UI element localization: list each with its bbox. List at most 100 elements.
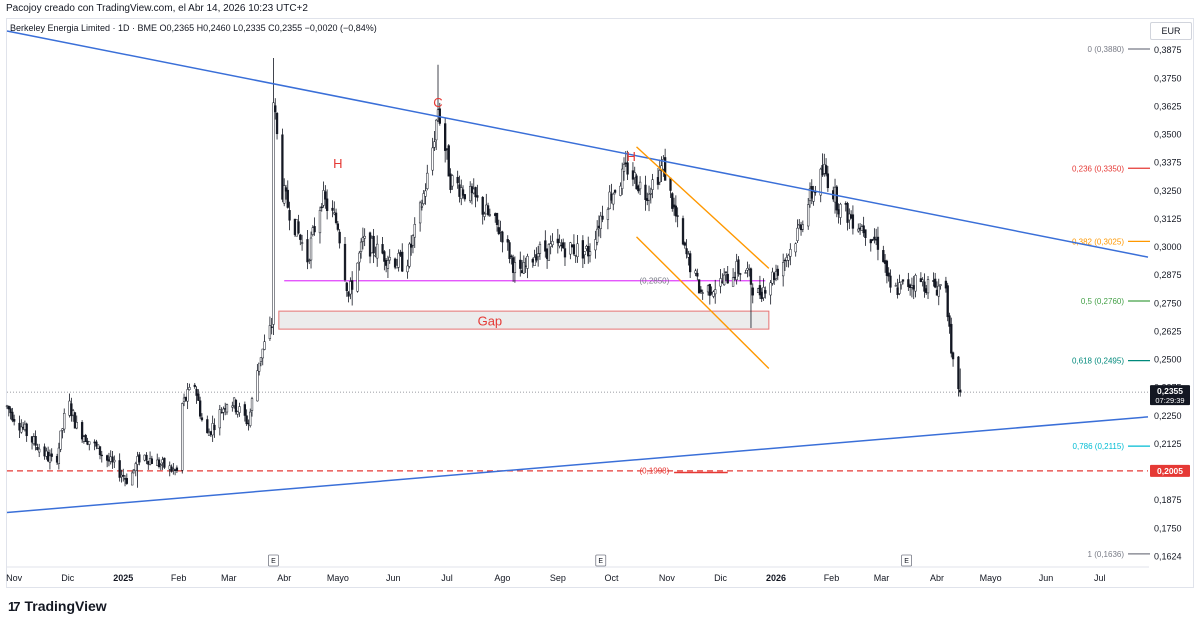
candle-body [13, 419, 16, 422]
candle-body [272, 102, 275, 325]
candle-body [749, 268, 753, 285]
candle-body [7, 405, 10, 410]
candle-body [297, 221, 300, 234]
candle-body [606, 209, 610, 220]
candle-body [436, 109, 440, 117]
candle-body [231, 405, 234, 408]
candle-body [234, 399, 238, 413]
candle-body [558, 242, 561, 247]
candle-body [161, 459, 164, 464]
tradingview-logo-mark: 17 [8, 599, 21, 614]
candle-body [599, 215, 602, 229]
candle-body [801, 224, 804, 230]
price-tick-label: 0,3750 [1154, 73, 1182, 83]
candle-body [912, 285, 915, 290]
candle-body [36, 447, 39, 450]
candle-body [574, 254, 577, 257]
chart-annotation: Gap [478, 313, 503, 328]
candle-body [910, 285, 914, 288]
candle-body [773, 272, 776, 281]
candle-body [75, 422, 78, 429]
candle-body [170, 466, 173, 472]
candle-body [311, 227, 314, 235]
candle-body [545, 248, 549, 259]
candle-body [384, 260, 388, 266]
candle-body [819, 168, 822, 196]
candle-body [111, 456, 114, 463]
candle-body [232, 397, 236, 406]
chart-annotation: H [333, 156, 342, 171]
candle-body [361, 237, 365, 242]
candle-body [433, 141, 436, 148]
candle-body [739, 273, 742, 275]
candle-body [68, 400, 71, 416]
candle-body [157, 459, 161, 467]
candle-body [737, 259, 740, 274]
candle-body [259, 357, 263, 362]
candle-body [585, 246, 588, 249]
candle-body [435, 119, 438, 141]
candle-body [706, 285, 710, 293]
candle-body [612, 193, 615, 205]
earnings-marker-label: E [598, 558, 603, 565]
time-tick-label: Dic [714, 573, 727, 583]
candle-body [34, 436, 37, 446]
candle-body [123, 478, 127, 480]
candle-body [270, 326, 273, 328]
candle-body [93, 441, 96, 444]
candle-body [683, 242, 686, 246]
candle-body [535, 254, 538, 261]
candle-body [388, 257, 391, 261]
candle-body [118, 460, 121, 478]
channel-upper-line [636, 146, 770, 269]
candle-body [456, 176, 459, 184]
candle-body [134, 463, 137, 472]
time-tick-label: Mar [874, 573, 890, 583]
candle-body [318, 210, 322, 234]
candle-body [499, 231, 502, 233]
candle-body [175, 467, 179, 471]
candle-body [511, 257, 515, 273]
candle-body [476, 195, 479, 198]
candle-body [751, 287, 754, 296]
candle-body [198, 400, 202, 417]
candle-body [948, 315, 951, 327]
price-tick-label: 0,1750 [1154, 523, 1182, 533]
candle-body [300, 242, 304, 244]
candle-body [663, 157, 667, 181]
candle-body [551, 240, 554, 246]
price-tick-label: 0,2625 [1154, 326, 1182, 336]
candle-body [581, 240, 585, 259]
candle-body [21, 427, 25, 429]
candle-body [807, 204, 810, 227]
candle-body [197, 393, 200, 401]
candle-body [150, 458, 154, 464]
candle-body [651, 179, 654, 190]
candle-body [519, 259, 522, 269]
candle-body [306, 239, 309, 263]
time-tick-label: Oct [604, 573, 619, 583]
candle-body [785, 256, 788, 261]
price-tick-label: 0,3500 [1154, 130, 1182, 140]
candle-body [837, 209, 840, 215]
time-tick-label: Jun [1039, 573, 1054, 583]
candle-body [613, 190, 617, 193]
candle-body [410, 243, 413, 248]
candle-body [488, 214, 492, 216]
time-tick-label: Abr [930, 573, 944, 583]
price-tick-label: 0,2125 [1154, 439, 1182, 449]
candle-body [483, 213, 486, 217]
time-tick-label: Feb [824, 573, 840, 583]
candle-body [900, 281, 903, 286]
candle-body [597, 225, 601, 229]
candle-body [211, 423, 214, 436]
candle-body [381, 244, 384, 254]
candle-body [472, 188, 475, 194]
candle-body [46, 451, 50, 462]
candle-body [485, 204, 488, 215]
price-tick-label: 0,1624 [1154, 552, 1182, 562]
fib-level-label: 0,5 (0,2760) [1081, 297, 1124, 306]
currency-badge[interactable]: EUR [1150, 22, 1192, 40]
candle-body [876, 236, 880, 250]
